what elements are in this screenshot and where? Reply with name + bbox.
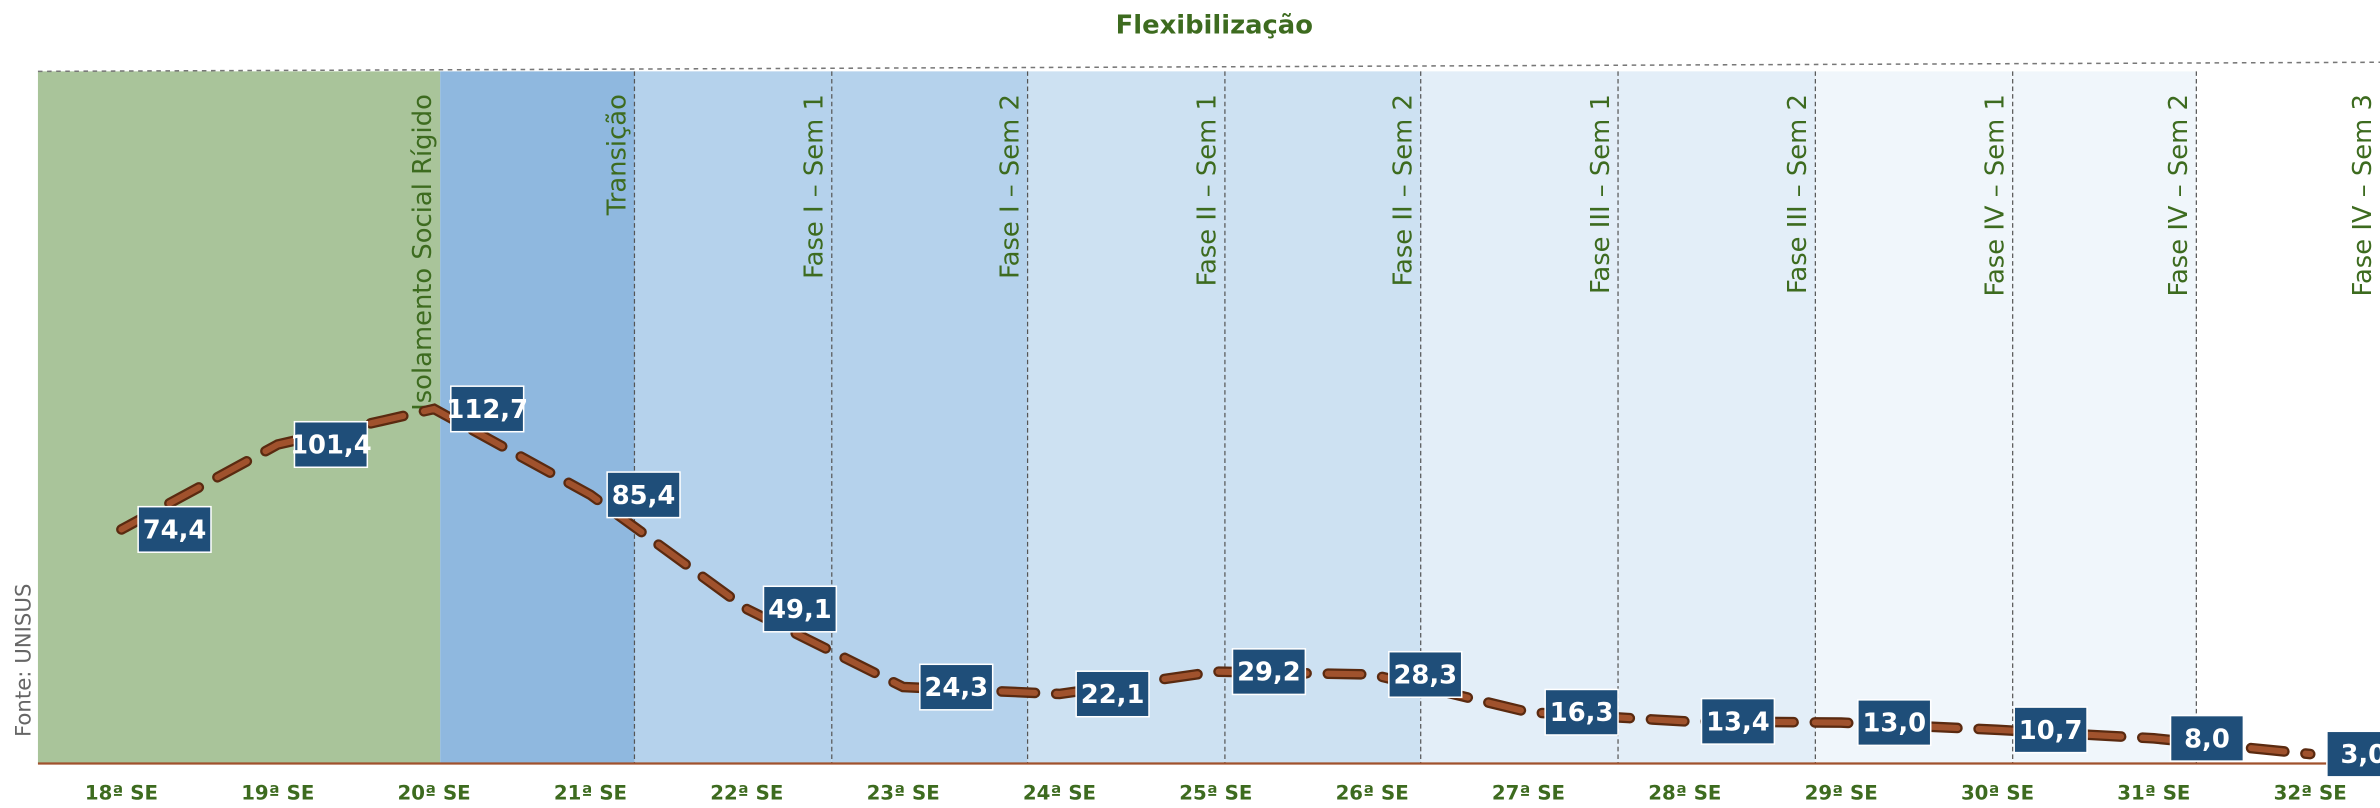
value-label-box <box>1231 648 1307 696</box>
phase-band <box>1027 71 1225 764</box>
x-tick-label: 31ª SE <box>2117 781 2190 804</box>
phase-band <box>2012 71 2197 764</box>
phase-band <box>1815 71 2013 764</box>
value-label-box <box>450 385 525 433</box>
value-label-box <box>1700 697 1776 745</box>
value-label-box <box>919 663 994 711</box>
phase-backgrounds <box>37 71 2380 764</box>
value-label-box <box>293 420 369 469</box>
x-tick-label: 26ª SE <box>1336 781 1409 804</box>
phase-label: Fase III – Sem 1 <box>1586 94 1616 294</box>
value-label-box <box>2169 714 2245 762</box>
x-tick-label: 25ª SE <box>1179 781 1252 804</box>
x-tick-label: 22ª SE <box>710 781 783 804</box>
x-tick-label: 27ª SE <box>1492 781 1565 804</box>
phase-label: Fase IV – Sem 3 <box>2348 94 2378 296</box>
value-label-box <box>606 471 681 519</box>
phase-label: Fase I – Sem 1 <box>800 94 830 279</box>
value-label-box <box>137 505 212 553</box>
value-label: 13,4 <box>1706 707 1770 737</box>
value-label-box <box>1075 670 1150 718</box>
x-tick-label: 30ª SE <box>1961 781 2034 804</box>
value-label: 22,1 <box>1081 680 1145 710</box>
x-tick-label: 20ª SE <box>398 781 471 804</box>
x-tick-label: 29ª SE <box>1805 781 1878 804</box>
value-label: 10,7 <box>2019 716 2083 746</box>
value-label: 74,4 <box>143 515 207 545</box>
phase-label: Fase I – Sem 2 <box>995 94 1025 279</box>
phase-band <box>1618 71 1816 764</box>
phase-label: Isolamento Social Rígido <box>408 94 438 411</box>
phase-band <box>2196 71 2380 764</box>
value-label: 49,1 <box>768 595 832 625</box>
value-label: 101,4 <box>290 431 372 461</box>
value-label-box <box>2013 706 2088 754</box>
phase-label: Transição <box>602 94 632 216</box>
x-tick-label: 24ª SE <box>1023 781 1096 804</box>
phase-band <box>1420 71 1619 764</box>
x-tick-label: 18ª SE <box>85 781 158 804</box>
value-label-box <box>1544 688 1619 736</box>
x-tick-label: 32ª SE <box>2274 781 2347 804</box>
phase-label: Fase IV – Sem 2 <box>2164 94 2194 296</box>
x-tick-label: 19ª SE <box>241 781 314 804</box>
phase-label: Fase II – Sem 1 <box>1193 94 1223 286</box>
value-label: 28,3 <box>1393 660 1457 690</box>
top-line <box>37 61 2380 73</box>
value-label: 8,0 <box>2184 724 2230 754</box>
phase-label: Fase II – Sem 2 <box>1389 94 1419 286</box>
value-label: 24,3 <box>924 673 988 703</box>
phase-label: Fase IV – Sem 1 <box>1980 94 2010 296</box>
value-label-box <box>762 585 838 633</box>
phase-label: Fase III – Sem 2 <box>1783 94 1813 294</box>
value-label: 29,2 <box>1237 658 1301 688</box>
value-label: 85,4 <box>612 481 676 511</box>
value-label: 112,7 <box>446 395 528 425</box>
x-tick-label: 28ª SE <box>1648 781 1721 804</box>
chart-title: Flexibilização <box>1116 10 1313 40</box>
line <box>118 405 2314 758</box>
value-label: 3,0 <box>2340 740 2380 770</box>
x-tick-label: 21ª SE <box>554 781 627 804</box>
phase-band <box>634 71 832 764</box>
value-label-box <box>1388 650 1463 698</box>
source: Fonte: UNISUS <box>11 584 36 738</box>
x-tick-label: 23ª SE <box>867 781 940 804</box>
value-label: 16,3 <box>1550 698 1614 728</box>
value-label: 13,0 <box>1862 709 1926 739</box>
value-label-box <box>2326 730 2380 778</box>
value-label-box <box>1857 699 1932 747</box>
phase-band <box>831 71 1028 764</box>
